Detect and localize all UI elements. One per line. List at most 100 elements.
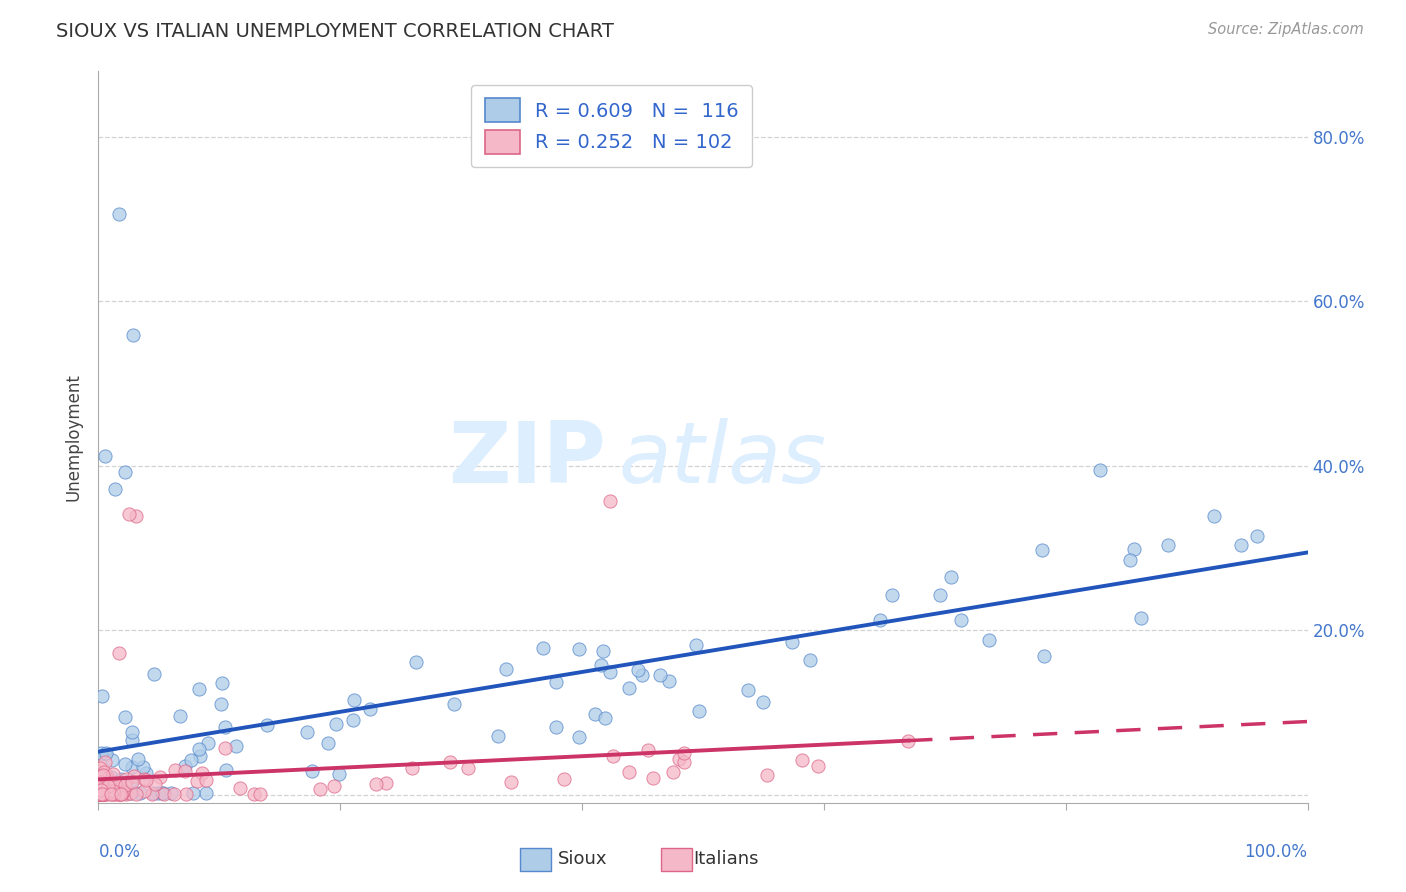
Point	[188, 682, 211, 697]
Point	[122, 769, 145, 783]
Point	[89, 787, 111, 801]
Point	[141, 786, 163, 800]
Point	[214, 720, 236, 734]
Point	[214, 740, 236, 755]
Point	[374, 776, 396, 790]
Point	[163, 787, 186, 801]
Point	[869, 613, 891, 627]
Point	[602, 748, 624, 763]
Point	[188, 742, 211, 756]
Point	[190, 766, 212, 780]
Point	[186, 773, 208, 788]
Point	[89, 787, 111, 801]
Point	[197, 736, 219, 750]
Point	[486, 729, 509, 743]
Point	[90, 786, 112, 800]
Point	[141, 787, 163, 801]
Point	[309, 782, 332, 797]
Point	[98, 786, 121, 800]
Point	[132, 772, 155, 786]
Point	[90, 783, 112, 797]
Point	[114, 710, 136, 724]
Point	[593, 711, 616, 725]
Point	[188, 749, 211, 764]
Point	[104, 482, 127, 496]
Point	[328, 767, 350, 781]
Text: 0.0%: 0.0%	[98, 843, 141, 861]
Point	[91, 787, 114, 801]
Point	[225, 739, 247, 754]
Point	[114, 778, 136, 792]
Point	[495, 662, 517, 676]
Point	[96, 769, 118, 783]
Point	[108, 786, 131, 800]
Point	[108, 207, 131, 221]
Point	[91, 774, 114, 789]
Point	[599, 665, 621, 679]
Point	[114, 757, 136, 772]
Point	[100, 786, 122, 800]
Point	[150, 786, 173, 800]
Point	[120, 774, 142, 789]
Point	[94, 786, 117, 800]
Point	[443, 698, 465, 712]
Point	[169, 709, 191, 723]
Point	[301, 764, 323, 778]
Point	[152, 786, 174, 800]
Point	[211, 676, 233, 690]
Point	[115, 786, 138, 800]
Point	[401, 761, 423, 775]
Point	[100, 787, 122, 801]
Point	[897, 734, 920, 748]
Point	[180, 753, 202, 767]
Point	[544, 720, 567, 734]
Point	[93, 776, 115, 790]
Point	[101, 784, 124, 798]
Point	[89, 769, 111, 783]
Point	[97, 779, 120, 793]
Point	[148, 786, 170, 800]
Point	[143, 666, 166, 681]
Point	[799, 652, 821, 666]
Point	[93, 787, 115, 801]
Point	[174, 787, 197, 801]
Point	[214, 763, 236, 777]
Point	[89, 769, 111, 783]
Point	[1246, 528, 1268, 542]
Point	[173, 764, 195, 778]
Point	[132, 784, 155, 798]
Point	[1157, 538, 1180, 552]
Point	[100, 787, 122, 801]
Point	[100, 753, 122, 767]
Point	[93, 786, 115, 800]
Point	[110, 787, 132, 801]
Point	[98, 785, 121, 799]
Point	[94, 786, 117, 800]
Point	[149, 771, 172, 785]
Point	[103, 787, 125, 801]
Point	[90, 787, 112, 801]
Point	[100, 770, 122, 784]
Point	[90, 775, 112, 789]
Point	[98, 773, 121, 788]
Point	[135, 772, 157, 787]
Point	[617, 681, 640, 696]
Point	[121, 775, 143, 789]
Point	[110, 772, 132, 787]
Point	[94, 787, 117, 801]
Point	[127, 752, 149, 766]
Point	[104, 787, 127, 801]
Point	[1088, 463, 1111, 477]
Point	[183, 786, 205, 800]
Point	[108, 787, 131, 801]
Text: SIOUX VS ITALIAN UNEMPLOYMENT CORRELATION CHART: SIOUX VS ITALIAN UNEMPLOYMENT CORRELATIO…	[56, 22, 614, 41]
Point	[641, 771, 664, 785]
Point	[792, 753, 814, 767]
Point	[96, 786, 118, 800]
Point	[94, 747, 117, 761]
Point	[132, 759, 155, 773]
Point	[637, 742, 659, 756]
Point	[96, 746, 118, 760]
Point	[1119, 553, 1142, 567]
Point	[96, 770, 118, 784]
